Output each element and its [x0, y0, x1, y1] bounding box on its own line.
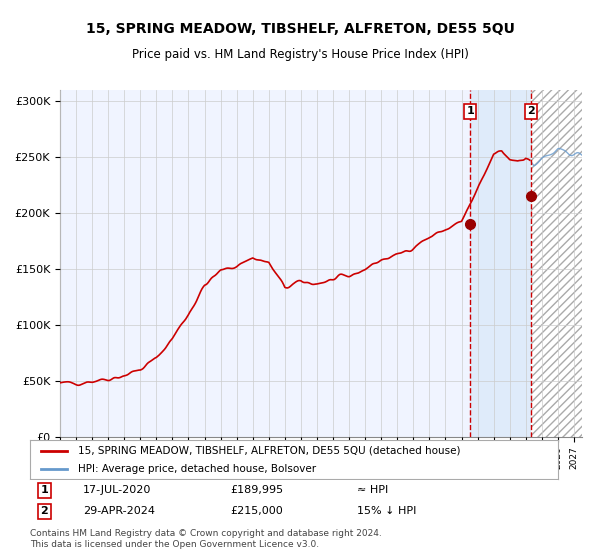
Text: £189,995: £189,995: [230, 486, 284, 496]
Text: 15, SPRING MEADOW, TIBSHELF, ALFRETON, DE55 5QU: 15, SPRING MEADOW, TIBSHELF, ALFRETON, D…: [86, 22, 514, 36]
Text: 1: 1: [466, 106, 474, 116]
Text: 1: 1: [41, 486, 49, 496]
Bar: [531, 90, 582, 437]
Text: HPI: Average price, detached house, Bolsover: HPI: Average price, detached house, Bols…: [77, 464, 316, 474]
Text: 15% ↓ HPI: 15% ↓ HPI: [358, 506, 417, 516]
Text: 17-JUL-2020: 17-JUL-2020: [83, 486, 151, 496]
Text: £215,000: £215,000: [230, 506, 283, 516]
Text: ≈ HPI: ≈ HPI: [358, 486, 389, 496]
Text: 15, SPRING MEADOW, TIBSHELF, ALFRETON, DE55 5QU (detached house): 15, SPRING MEADOW, TIBSHELF, ALFRETON, D…: [77, 446, 460, 456]
Text: 2: 2: [527, 106, 535, 116]
Text: 2: 2: [41, 506, 49, 516]
Text: Price paid vs. HM Land Registry's House Price Index (HPI): Price paid vs. HM Land Registry's House …: [131, 48, 469, 60]
Text: Contains HM Land Registry data © Crown copyright and database right 2024.
This d: Contains HM Land Registry data © Crown c…: [30, 529, 382, 549]
Bar: [470, 90, 531, 437]
Text: 29-APR-2024: 29-APR-2024: [83, 506, 155, 516]
